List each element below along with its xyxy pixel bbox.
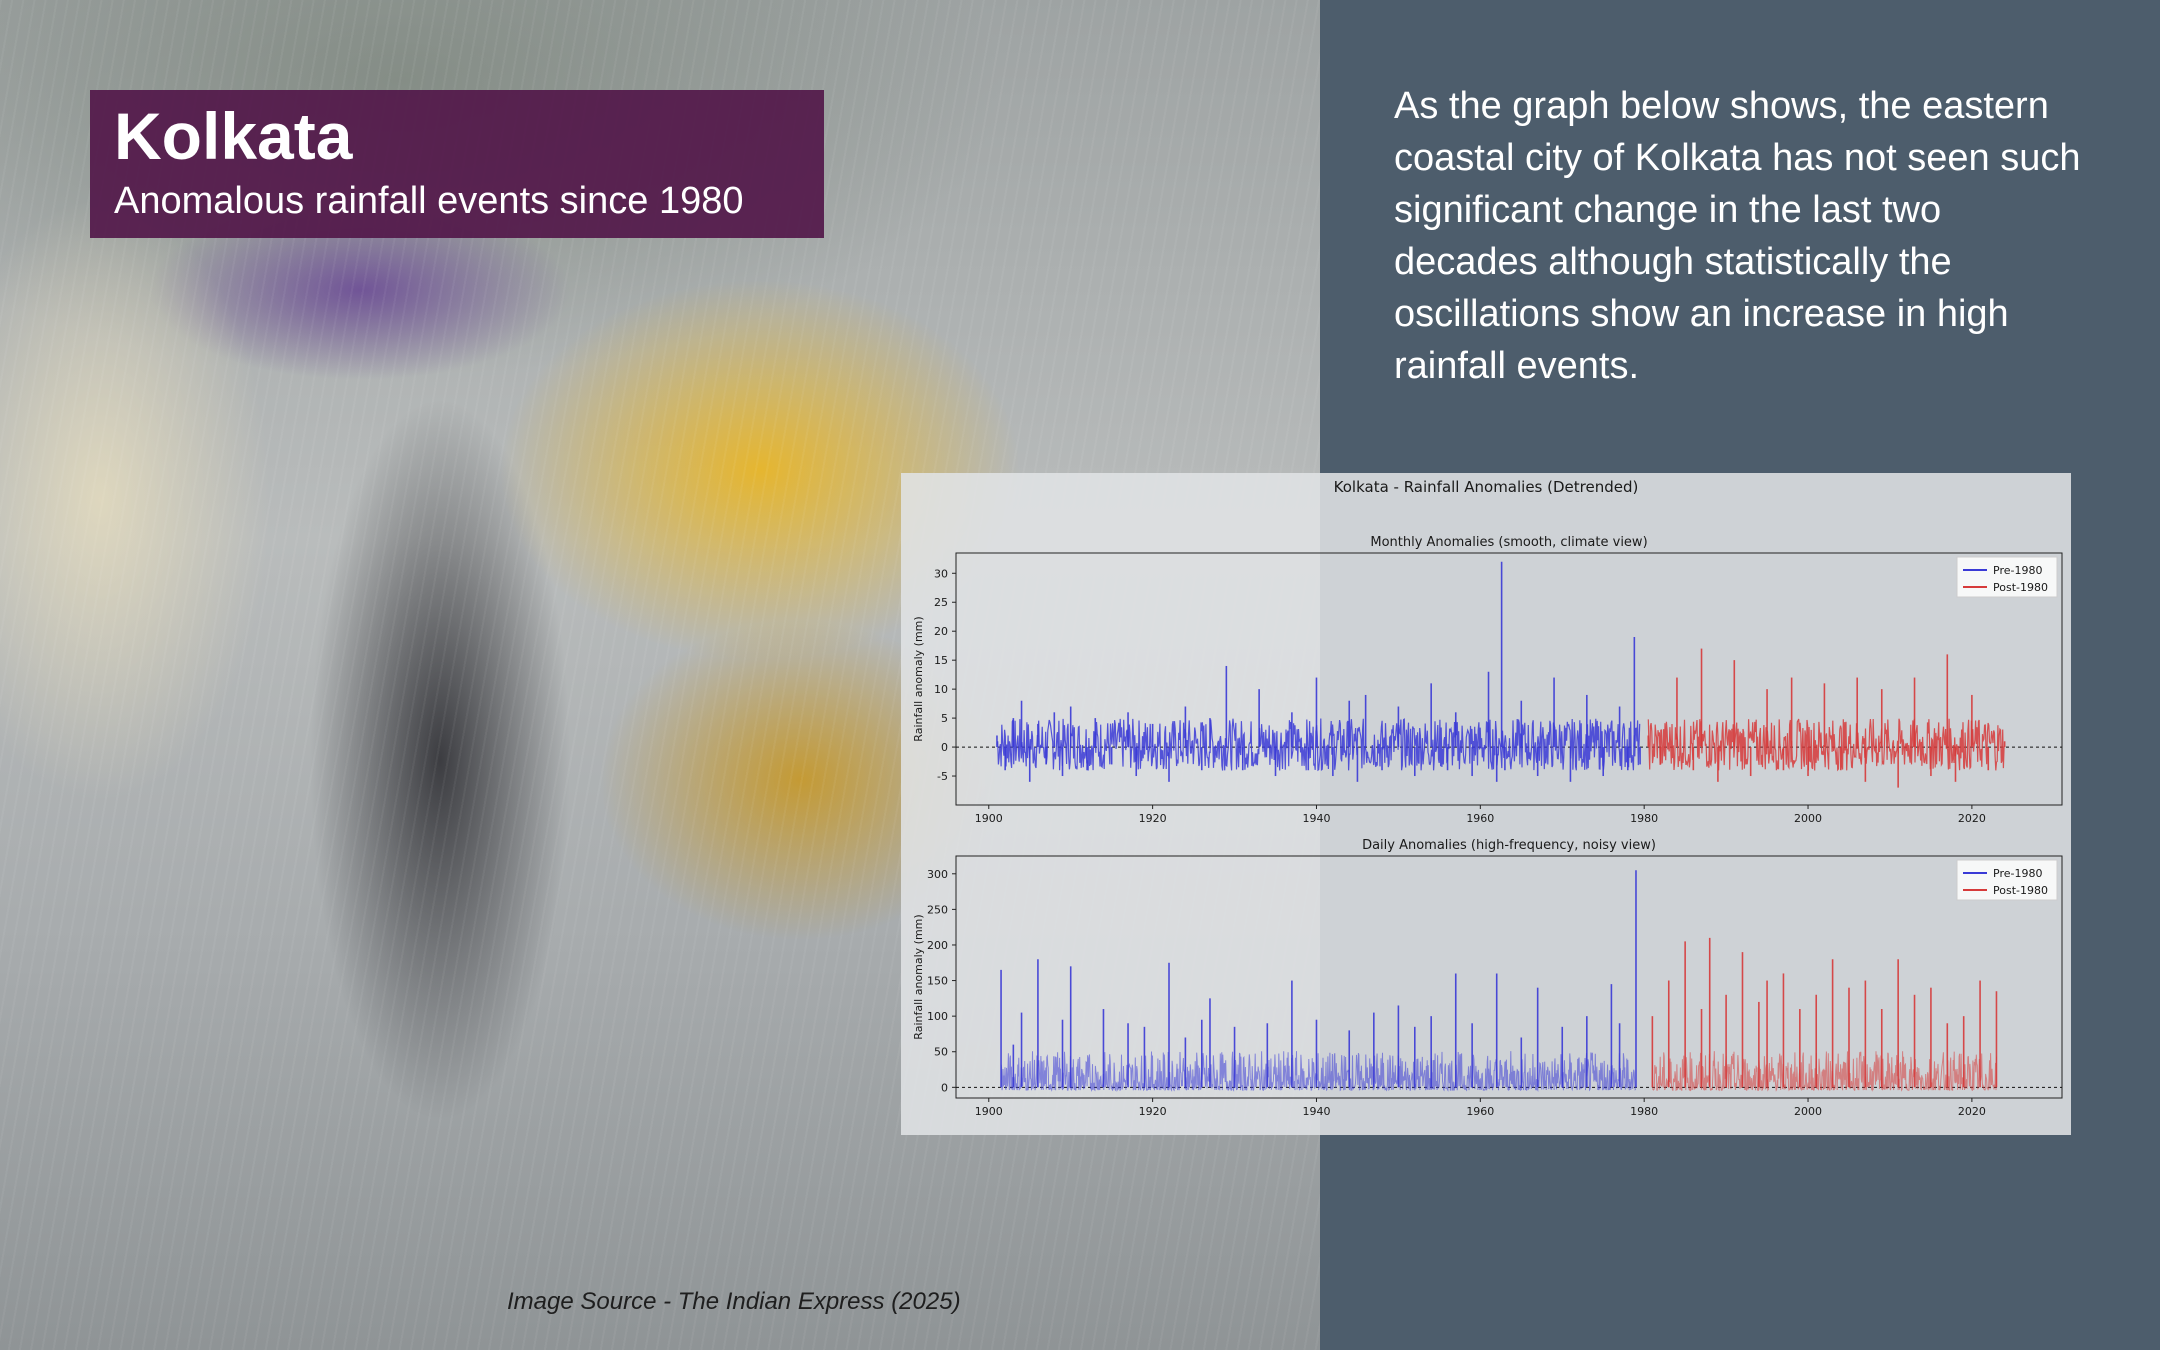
- series-pre-1980: [1000, 870, 1637, 1093]
- series-texture: [1651, 1051, 1997, 1092]
- x-tick-label: 1940: [1302, 812, 1330, 825]
- chart-suptitle: Kolkata - Rainfall Anomalies (Detrended): [1334, 478, 1639, 496]
- y-tick-label: 25: [934, 596, 948, 609]
- series-texture: [996, 718, 1641, 772]
- legend: Pre-1980 Post-1980: [1956, 859, 2058, 901]
- legend-entry: Post-1980: [1993, 581, 2048, 594]
- y-tick-label: 100: [927, 1010, 948, 1023]
- x-tick-label: 2020: [1958, 1105, 1986, 1118]
- series-texture: [1647, 718, 2005, 772]
- legend-entry: Pre-1980: [1993, 564, 2042, 577]
- legend-entry: Post-1980: [1993, 884, 2048, 897]
- subplot-title: Daily Anomalies (high-frequency, noisy v…: [1362, 838, 1656, 853]
- y-tick-label: 150: [927, 975, 948, 988]
- image-source-caption: Image Source - The Indian Express (2025): [507, 1288, 961, 1315]
- x-tick-label: 1980: [1630, 1105, 1658, 1118]
- legend-box: [1956, 859, 2058, 901]
- series-texture: [1000, 1051, 1637, 1093]
- x-tick-label: 2000: [1794, 1105, 1822, 1118]
- legend-box: [1956, 556, 2058, 598]
- x-tick-label: 2020: [1958, 812, 1986, 825]
- description-text: As the graph below shows, the eastern co…: [1394, 85, 2081, 387]
- y-tick-label: 50: [934, 1046, 948, 1059]
- x-tick-label: 2000: [1794, 812, 1822, 825]
- series-pre-1980: [996, 561, 1641, 782]
- y-tick-label: 0: [941, 1081, 948, 1094]
- series-post-1980: [1651, 937, 1998, 1092]
- y-axis-label: Rainfall anomaly (mm): [912, 914, 925, 1039]
- y-tick-label: 300: [927, 868, 948, 881]
- y-tick-label: 0: [941, 741, 948, 754]
- chart-panel: Kolkata - Rainfall Anomalies (Detrended)…: [901, 473, 2071, 1135]
- legend: Pre-1980 Post-1980: [1956, 556, 2058, 598]
- series-post-1980: [1647, 648, 2006, 788]
- y-tick-label: 200: [927, 939, 948, 952]
- y-tick-label: 5: [941, 712, 948, 725]
- axes-frame: [955, 552, 2063, 806]
- legend-entry: Pre-1980: [1993, 867, 2042, 880]
- y-tick-label: -5: [937, 770, 948, 783]
- y-tick-label: 30: [934, 567, 948, 580]
- y-axis-label: Rainfall anomaly (mm): [912, 616, 925, 741]
- x-tick-label: 1960: [1466, 812, 1494, 825]
- x-tick-label: 1900: [975, 812, 1003, 825]
- rainfall-anomaly-chart: Kolkata - Rainfall Anomalies (Detrended)…: [912, 478, 2063, 1118]
- x-tick-label: 1960: [1466, 1105, 1494, 1118]
- axes-frame: [955, 855, 2063, 1099]
- x-tick-label: 1940: [1302, 1105, 1330, 1118]
- y-tick-label: 250: [927, 903, 948, 916]
- x-tick-label: 1980: [1630, 812, 1658, 825]
- title-box: Kolkata Anomalous rainfall events since …: [90, 90, 824, 238]
- subplot-title: Monthly Anomalies (smooth, climate view): [1370, 535, 1647, 550]
- y-tick-label: 10: [934, 683, 948, 696]
- x-tick-label: 1920: [1139, 1105, 1167, 1118]
- y-tick-label: 20: [934, 625, 948, 638]
- x-tick-label: 1900: [975, 1105, 1003, 1118]
- x-tick-label: 1920: [1139, 812, 1167, 825]
- city-subtitle: Anomalous rainfall events since 1980: [114, 180, 744, 222]
- city-title: Kolkata: [114, 99, 353, 173]
- y-tick-label: 15: [934, 654, 948, 667]
